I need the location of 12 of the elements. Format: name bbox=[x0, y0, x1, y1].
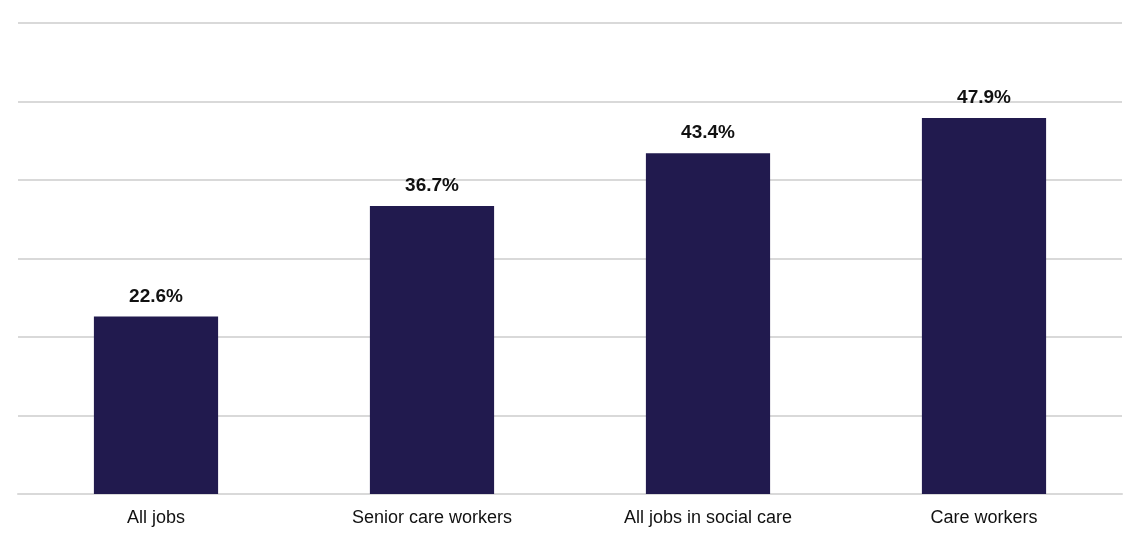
data-label: 47.9% bbox=[957, 85, 1012, 107]
x-tick-label: Care workers bbox=[930, 507, 1038, 527]
bar bbox=[921, 117, 1047, 494]
x-tick-label: All jobs bbox=[126, 507, 186, 527]
data-label: 36.7% bbox=[405, 173, 460, 195]
x-tick-label: All jobs in social care bbox=[623, 507, 793, 527]
bar bbox=[645, 153, 771, 494]
bar bbox=[369, 205, 495, 494]
data-label: 22.6% bbox=[129, 284, 184, 306]
bar bbox=[93, 316, 219, 494]
data-label: 43.4% bbox=[681, 121, 736, 143]
x-tick-label: Senior care workers bbox=[351, 507, 513, 527]
